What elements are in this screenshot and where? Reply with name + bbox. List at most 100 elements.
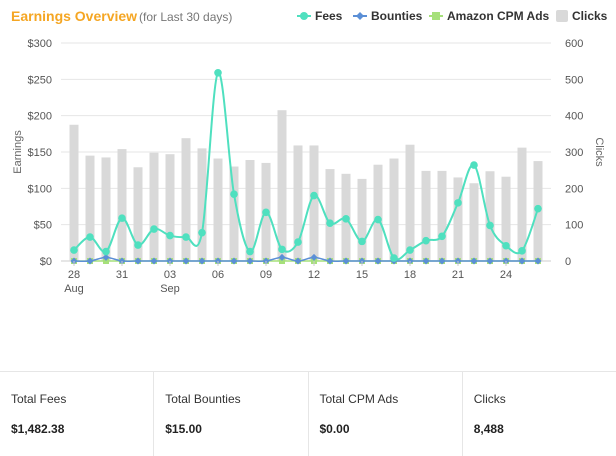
x-tick-sublabel: Aug (64, 283, 84, 295)
fees-point (406, 246, 414, 254)
clicks-bar (149, 152, 159, 261)
fees-point (422, 236, 430, 245)
chart-subtitle: (for Last 30 days) (139, 10, 232, 24)
y-left-tick-label: $150 (28, 147, 52, 159)
fees-point (70, 246, 78, 254)
x-tick-label: 12 (308, 269, 320, 281)
x-tick-label: 21 (452, 269, 464, 281)
legend-fees-label: Fees (315, 9, 343, 23)
x-tick-label: 03 (164, 269, 176, 281)
fees-point (134, 241, 142, 249)
legend-item-bounties[interactable]: Bounties (353, 9, 423, 23)
clicks-bar (405, 144, 415, 261)
fees-point (342, 215, 350, 223)
summary-label: Total Bounties (165, 392, 241, 406)
fees-point (166, 231, 174, 240)
y-right-tick-label: 600 (565, 38, 583, 50)
y-left-tick-label: $100 (28, 183, 52, 195)
earnings-chart: $0 $50 $100 $150 $200 $250 $300 0 100 200 300 400 50… (11, 8, 608, 295)
bounties-point (182, 257, 190, 265)
clicks-bar (85, 155, 95, 261)
y-left-tick-label: $200 (28, 111, 52, 123)
legend-clicks-label: Clicks (572, 9, 608, 23)
clicks-bar (325, 169, 335, 261)
axes: $0 $50 $100 $150 $200 $250 $300 0 100 200 300 400 50… (28, 38, 584, 295)
y-left-tick-label: $250 (28, 74, 52, 86)
y-right-tick-label: 400 (565, 111, 583, 123)
summary-value: $0.00 (319, 422, 350, 436)
bounties-point (326, 257, 334, 265)
fees-point (470, 161, 478, 169)
bounties-point (246, 257, 254, 265)
clicks-bar (469, 183, 479, 261)
bounties-point (486, 257, 494, 265)
clicks-bar (485, 171, 495, 261)
clicks-bar (133, 167, 143, 261)
fees-point (502, 241, 510, 250)
legend-clicks-marker (556, 10, 568, 22)
summary-value: $15.00 (165, 422, 202, 436)
clicks-bar (293, 145, 303, 261)
clicks-bar (101, 157, 111, 261)
bounties-point (230, 257, 238, 265)
x-tick-label: 09 (260, 269, 272, 281)
bounties-point (342, 257, 350, 265)
bounties-point (518, 257, 526, 265)
summary-total-cpm-ads: Total CPM Ads $0.00 (309, 372, 463, 456)
bounties-point (534, 257, 542, 265)
fees-point (454, 199, 462, 207)
fees-point (326, 219, 334, 228)
fees-point (262, 208, 270, 217)
y-right-tick-label: 100 (565, 220, 583, 232)
fees-point (214, 68, 222, 77)
bounties-point (294, 257, 302, 265)
legend-cpm-marker (432, 12, 440, 20)
legend-fees-marker (300, 12, 308, 20)
fees-point (438, 232, 446, 241)
fees-point (102, 247, 110, 256)
cpm-point (279, 258, 285, 264)
bounties-point (198, 257, 206, 265)
clicks-bar (213, 158, 223, 261)
legend-item-fees[interactable]: Fees (297, 9, 343, 23)
summary-value: 8,488 (473, 422, 504, 436)
bounties-point (310, 253, 318, 261)
legend-bounties-label: Bounties (371, 9, 423, 23)
legend: Fees Bounties Amazon CPM Ads Clicks (297, 9, 608, 23)
clicks-bar (277, 110, 287, 261)
fees-point (246, 247, 254, 256)
legend-cpm-label: Amazon CPM Ads (447, 9, 550, 23)
clicks-bar (517, 147, 527, 261)
clicks-bars (69, 110, 543, 261)
bounties-point (134, 257, 142, 265)
clicks-bar (229, 166, 239, 261)
clicks-bar (389, 158, 399, 261)
clicks-bar (69, 124, 79, 261)
clicks-bar (165, 154, 175, 261)
bounties-point (86, 257, 94, 265)
fees-point (486, 221, 494, 230)
clicks-bar (453, 177, 463, 261)
clicks-bar (437, 170, 447, 261)
summary-clicks: Clicks 8,488 (463, 372, 616, 456)
x-tick-sublabel: Sep (160, 283, 180, 295)
fees-point (278, 245, 286, 254)
y-right-tick-label: 200 (565, 183, 583, 195)
y-left-tick-label: $300 (28, 38, 52, 50)
x-tick-label: 28 (68, 269, 80, 281)
fees-point (534, 204, 542, 213)
bounties-point (438, 257, 446, 265)
fees-line (73, 71, 539, 261)
fees-point (374, 215, 382, 224)
fees-point (230, 190, 238, 198)
legend-item-clicks[interactable]: Clicks (556, 9, 608, 23)
bounties-point (150, 257, 158, 265)
legend-item-cpm[interactable]: Amazon CPM Ads (429, 9, 550, 23)
y-axis-left-label: Earnings (12, 130, 24, 174)
summary-total-bounties: Total Bounties $15.00 (154, 372, 309, 456)
x-tick-label: 15 (356, 269, 368, 281)
clicks-bar (197, 148, 207, 261)
summary-total-fees: Total Fees $1,482.38 (0, 372, 155, 456)
clicks-bar (421, 170, 431, 261)
legend-bounties-marker (356, 12, 364, 20)
